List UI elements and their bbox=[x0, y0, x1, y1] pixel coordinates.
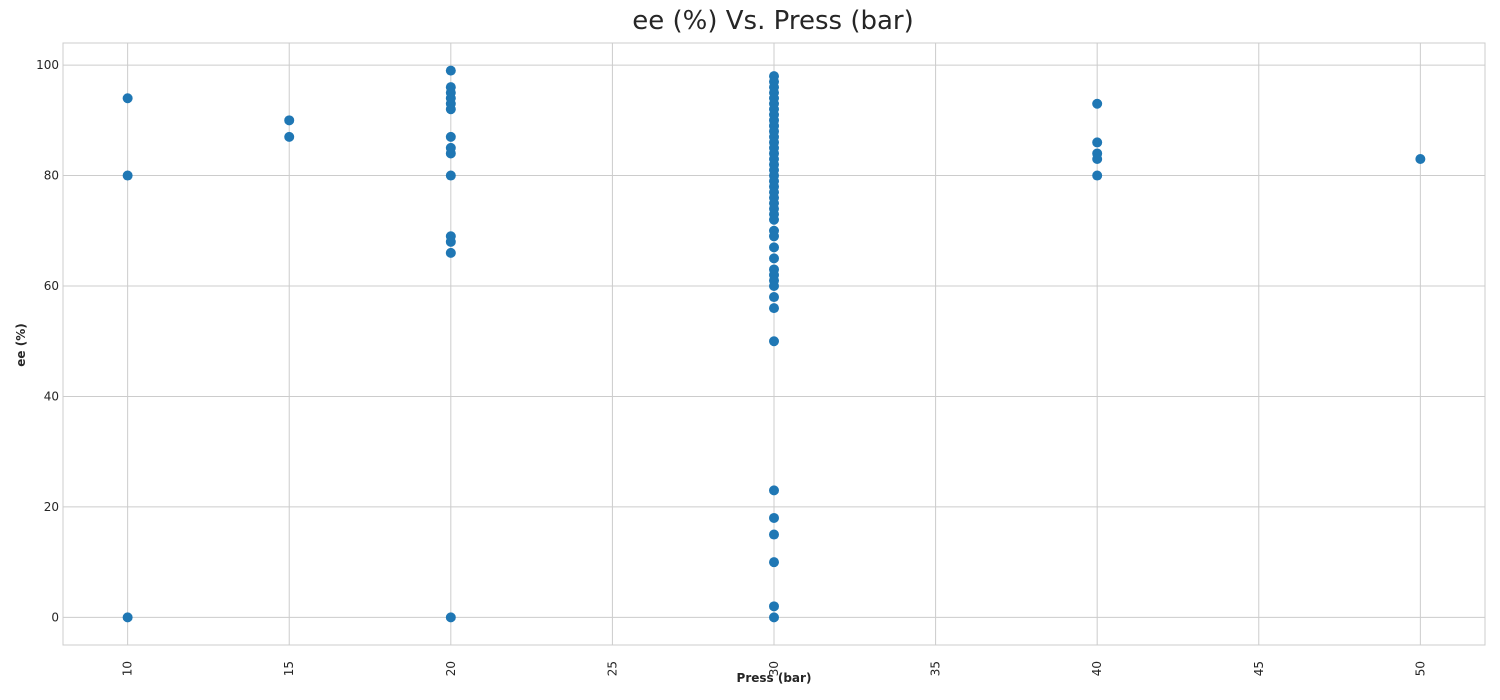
y-tick-label: 60 bbox=[44, 279, 59, 293]
data-point bbox=[769, 253, 779, 264]
data-point bbox=[445, 104, 456, 115]
x-tick-label: 30 bbox=[767, 661, 781, 676]
data-point bbox=[445, 247, 456, 258]
data-point bbox=[122, 93, 133, 104]
data-point bbox=[284, 131, 295, 142]
data-point bbox=[1092, 98, 1103, 109]
y-tick-label: 40 bbox=[44, 389, 59, 403]
data-point bbox=[769, 242, 779, 253]
data-point bbox=[769, 292, 779, 303]
data-point bbox=[769, 214, 779, 225]
x-tick-label: 50 bbox=[1413, 661, 1427, 676]
data-point bbox=[445, 612, 456, 623]
data-point bbox=[769, 601, 779, 612]
data-point bbox=[445, 148, 456, 159]
y-tick-label: 100 bbox=[36, 58, 59, 72]
data-point bbox=[1092, 137, 1103, 148]
data-point bbox=[769, 512, 779, 523]
data-point bbox=[769, 336, 779, 347]
data-point bbox=[445, 65, 456, 76]
data-point bbox=[445, 236, 456, 247]
data-point bbox=[769, 557, 779, 568]
data-point bbox=[769, 281, 779, 292]
x-axis-label: Press (bar) bbox=[737, 671, 812, 685]
chart-title: ee (%) Vs. Press (bar) bbox=[632, 6, 914, 36]
data-point bbox=[769, 231, 779, 242]
x-tick-label: 35 bbox=[929, 661, 943, 676]
data-point bbox=[1415, 153, 1426, 164]
x-tick-label: 15 bbox=[282, 661, 296, 676]
data-points bbox=[122, 65, 1426, 623]
data-point bbox=[769, 303, 779, 314]
data-point bbox=[769, 529, 779, 540]
x-tick-label: 40 bbox=[1090, 661, 1104, 676]
tick-labels: 10 15 20 25 30 35 40 45 50 0 20 40 60 80 100 bbox=[36, 58, 1427, 676]
y-tick-label: 20 bbox=[44, 500, 59, 514]
x-tick-label: 10 bbox=[121, 661, 135, 676]
data-point bbox=[1092, 153, 1103, 164]
x-tick-label: 25 bbox=[605, 661, 619, 676]
y-tick-label: 80 bbox=[44, 169, 59, 183]
data-point bbox=[1092, 170, 1103, 181]
data-point bbox=[445, 170, 456, 181]
x-tick-label: 20 bbox=[444, 661, 458, 676]
data-point bbox=[445, 131, 456, 142]
data-point bbox=[122, 170, 133, 181]
data-point bbox=[769, 612, 779, 623]
data-point bbox=[284, 115, 295, 126]
y-tick-label: 0 bbox=[51, 610, 59, 624]
x-tick-label: 45 bbox=[1252, 661, 1266, 676]
data-point bbox=[122, 612, 133, 623]
data-point bbox=[769, 485, 779, 496]
y-axis-label: ee (%) bbox=[14, 323, 28, 366]
